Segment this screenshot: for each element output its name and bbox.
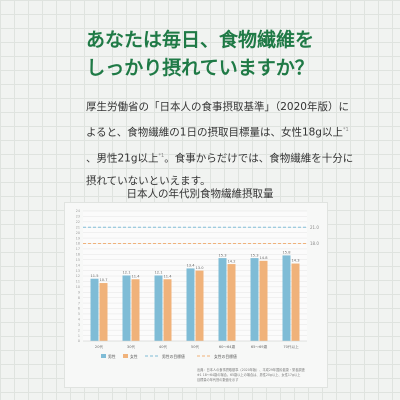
y-tick-label: 9	[78, 290, 80, 294]
data-label-female: 14.8	[259, 256, 268, 260]
y-tick-label: 23	[76, 215, 80, 219]
x-tick-label: 70代以上	[283, 344, 299, 349]
data-label-male: 12.1	[122, 271, 130, 275]
data-label-female: 14.3	[291, 259, 299, 263]
x-tick-label: 65〜69歳	[251, 344, 268, 349]
body-line-2-text: よると、食物繊維の1日の摂取目標量は、女性18g以上	[86, 126, 343, 139]
y-tick-label: 2	[78, 328, 80, 332]
data-label-male: 15.3	[250, 253, 258, 257]
data-label-male: 13.4	[186, 264, 195, 268]
bar-female	[259, 260, 268, 341]
data-label-female: 11.4	[131, 274, 140, 278]
bar-male	[218, 258, 227, 341]
legend-swatch-female	[123, 354, 128, 358]
data-label-male: 12.1	[154, 271, 162, 275]
body-line-2: よると、食物繊維の1日の摂取目標量は、女性18g以上*1	[86, 119, 349, 145]
y-tick-label: 14	[76, 263, 80, 267]
bar-female	[195, 270, 204, 341]
data-label-female: 10.7	[99, 278, 107, 282]
legend-label: 女性	[130, 354, 138, 359]
x-tick-label: 30代	[127, 344, 136, 349]
data-label-male: 11.5	[90, 274, 98, 278]
y-tick-label: 24	[76, 209, 80, 213]
legend-label: 男性の目標値	[162, 354, 185, 359]
y-tick-label: 22	[76, 220, 80, 224]
bar-male	[282, 255, 291, 341]
target-label: 21.0	[310, 225, 319, 230]
y-tick-label: 10	[76, 285, 80, 289]
y-tick-label: 5	[78, 312, 80, 316]
footnote-mark: *1	[342, 127, 349, 133]
y-tick-label: 6	[78, 307, 80, 311]
bar-male	[122, 275, 131, 341]
source-line: 出典：日本人の食事摂取基準（2020年版）、平成29年国民健康・栄養調査	[197, 368, 305, 372]
y-tick-label: 3	[78, 323, 80, 327]
body-line-1: 厚生労働省の「日本人の食事摂取基準」（2020年版）に	[86, 101, 349, 113]
fiber-intake-chart: 0123456789101112131415161718192021222324…	[76, 209, 320, 359]
y-tick-label: 4	[78, 318, 80, 322]
source-line: 目標量の年代別の数値を示す	[197, 378, 239, 382]
y-tick-label: 20	[76, 231, 80, 235]
body-line-4: 摂れていないといえます。	[86, 175, 211, 187]
x-tick-label: 20代	[95, 344, 104, 349]
chart-title: 日本人の年代別食物繊維摂取量	[126, 188, 274, 200]
bar-female	[99, 283, 108, 341]
data-label-female: 14.2	[227, 259, 235, 263]
y-tick-label: 13	[76, 269, 80, 273]
bar-female	[291, 263, 300, 341]
y-tick-label: 16	[76, 253, 80, 257]
y-tick-label: 17	[76, 247, 80, 251]
bar-male	[186, 268, 195, 341]
headline-line-2: しっかり摂れていますか？	[86, 57, 314, 79]
target-label: 18.0	[310, 241, 319, 246]
body-line-3: 、男性21g以上*1。食事からだけでは、食物繊維を十分に	[86, 145, 353, 171]
footnote-mark: *1	[158, 152, 165, 159]
bar-female	[227, 264, 236, 341]
bar-male	[90, 278, 99, 341]
body-text: 厚生労働省の「日本人の食事摂取基準」（2020年版）に よると、食物繊維の1日の…	[86, 96, 353, 193]
y-tick-label: 0	[78, 339, 80, 343]
y-tick-label: 18	[76, 242, 80, 246]
data-label-female: 11.4	[163, 274, 172, 278]
headline: あなたは毎日、食物繊維を しっかり摂れていますか？	[0, 26, 400, 82]
x-tick-label: 60〜64歳	[219, 344, 236, 349]
y-tick-label: 11	[76, 280, 80, 284]
y-tick-label: 7	[78, 301, 80, 305]
x-tick-label: 40代	[159, 344, 168, 349]
legend-label: 女性の目標値	[214, 354, 237, 359]
chart-card: 0 1 2 3 4 5 6 7 8 9 10 11 12 13 14 15 16 17 18 19 20 21 22 23 24…	[64, 202, 328, 388]
y-tick-label: 1	[78, 334, 80, 338]
bar-male	[154, 275, 163, 341]
body-line-3-text-b: 。食事からだけでは、食物繊維を十分に	[164, 152, 354, 164]
y-tick-label: 21	[76, 225, 80, 229]
legend-swatch-male	[101, 354, 106, 358]
data-label-male: 15.8	[282, 251, 291, 255]
bar-female	[131, 279, 140, 341]
bar-male	[250, 258, 259, 341]
y-tick-label: 19	[76, 236, 80, 240]
x-tick-label: 50代	[191, 344, 200, 349]
body-line-3-text-a: 、男性21g以上	[86, 152, 159, 164]
y-tick-label: 12	[76, 274, 80, 278]
y-tick-label: 15	[76, 258, 80, 262]
legend-label: 男性	[108, 354, 116, 359]
bar-female	[163, 279, 172, 341]
headline-line-1: あなたは毎日、食物繊維を	[85, 29, 314, 51]
chart-source: 出典：日本人の食事摂取基準（2020年版）、平成29年国民健康・栄養調査 ※1 …	[197, 368, 317, 383]
source-line: ※1 18〜64歳の場合。65歳以上の場合は、男性20g以上、女性17g以上	[197, 373, 301, 377]
data-label-female: 13.0	[195, 266, 204, 270]
data-label-male: 15.3	[218, 253, 226, 257]
y-tick-label: 8	[78, 296, 80, 300]
